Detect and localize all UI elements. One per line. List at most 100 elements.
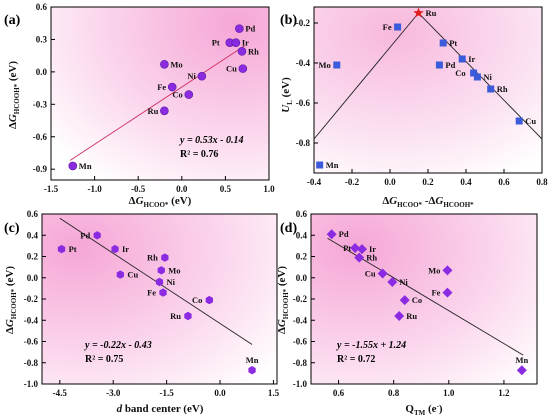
x-tick-label: 0.6 [333, 388, 345, 398]
point-label: Mn [515, 355, 528, 365]
point-label: Mo [170, 59, 182, 69]
y-tick-label: 0.2 [296, 252, 308, 262]
data-point-fe [442, 287, 453, 298]
point-label: Co [172, 90, 182, 100]
point-label: Fe [147, 288, 156, 298]
point-label: Ru [406, 311, 417, 321]
point-label: Pt [69, 244, 77, 254]
data-point-ni [197, 71, 207, 81]
y-tick-label: -0.2 [24, 294, 39, 304]
x-tick-label: -4.5 [53, 388, 68, 398]
panel-a: (a) -0.9 -0.6 -0.3 0.0 0.3 0.6 -1.5 -1.0 -0.5 0.0… [4, 2, 275, 209]
point-label: Rh [366, 253, 377, 263]
y-tick-label: 0.0 [296, 273, 308, 283]
y-tick-label: -0.2 [293, 294, 308, 304]
data-point-mn [316, 161, 324, 169]
point-label: Ni [483, 72, 492, 82]
data-point-pt [350, 243, 361, 253]
point-label: Ir [369, 244, 376, 254]
point-label: Co [455, 68, 465, 78]
y-tick-label: -0.9 [33, 164, 48, 174]
panel-c: (c) -1.0 -0.8 -0.6 -0.4 -0.2 0.0 0.2 0.4 0.6 -4.5… [4, 209, 280, 415]
data-point-mo [333, 61, 341, 69]
panel-a-ylabel: ΔGHCOOH* (eV) [7, 61, 21, 129]
y-tick-label: -0.6 [296, 98, 311, 108]
y-tick-label: -0.6 [293, 337, 308, 347]
data-point-pt [57, 244, 66, 254]
data-point-ir [356, 244, 367, 255]
y-tick-label: -0.2 [296, 18, 311, 28]
data-point-ni [155, 277, 164, 287]
data-point-pd [93, 231, 101, 240]
point-label: Pd [339, 229, 349, 239]
x-tick-label: -1.5 [159, 388, 174, 398]
data-point-mo [157, 266, 165, 275]
panel-a-xlabel: ΔGHCOO* (eV) [129, 195, 192, 209]
data-point-pd [326, 229, 337, 240]
panel-d-label: (d) [280, 221, 297, 236]
panel-d-ylabel: ΔGHCOOH* (eV) [276, 266, 290, 334]
point-label: Pd [445, 60, 455, 70]
point-label: Mn [79, 161, 92, 171]
panel-a-fit-r2: R² = 0.76 [180, 149, 218, 160]
point-label: Pt [449, 38, 457, 48]
data-point-co [205, 295, 213, 305]
x-tick-label: -1.5 [44, 184, 59, 194]
point-label: Co [412, 295, 422, 305]
data-point-co [184, 90, 194, 99]
y-tick-label: 0.6 [36, 2, 48, 12]
data-point-rh [237, 47, 247, 56]
x-tick-label: 0.6 [498, 177, 510, 187]
data-point-pt [439, 39, 447, 47]
point-label: Ni [187, 71, 196, 81]
point-label: Ir [468, 54, 475, 64]
x-tick-label: 0.4 [460, 177, 472, 187]
data-point-pd [235, 24, 244, 33]
data-point-ru [413, 7, 424, 18]
x-tick-label: 0.5 [220, 184, 232, 194]
point-label: Rh [147, 253, 158, 263]
data-point-mn [516, 365, 527, 376]
data-point-mn [68, 161, 78, 171]
point-label: Cu [226, 64, 237, 74]
point-label: Ru [426, 8, 437, 18]
x-tick-label: -0.5 [131, 184, 146, 194]
panel-d-fit-equation: y = -1.55x + 1.24 [336, 340, 406, 351]
data-point-ir [111, 244, 119, 254]
data-point-ir [458, 55, 466, 63]
x-tick-label: -3.0 [106, 388, 121, 398]
x-tick-label: -1.0 [87, 184, 102, 194]
data-point-rh [487, 85, 495, 93]
data-point-ir [231, 38, 241, 47]
point-label: Rh [497, 84, 508, 94]
point-label: Cu [127, 270, 138, 280]
data-point-pd [435, 61, 443, 69]
data-point-ni [387, 277, 398, 287]
y-tick-label: 0.3 [36, 34, 48, 44]
panel-a-fit-equation: y = 0.53x - 0.14 [179, 135, 243, 146]
point-label: Ni [167, 277, 176, 287]
point-label: Co [192, 295, 202, 305]
panel-c-ylabel: ΔGHCOOH* (eV) [4, 266, 18, 334]
x-tick-label: 1.5 [268, 388, 280, 398]
y-tick-label: -0.3 [33, 99, 48, 109]
y-tick-label: 0.4 [27, 230, 39, 240]
data-point-fe [159, 288, 167, 297]
y-tick-label: -1.0 [293, 379, 308, 389]
panel-c-label: (c) [4, 221, 20, 236]
panel-c-fit-r2: R² = 0.75 [85, 354, 123, 365]
point-label: Fe [383, 22, 392, 32]
point-label: Ni [399, 277, 408, 287]
panel-d-xlabel: QTM (e-) [405, 402, 442, 417]
point-label: Pd [80, 230, 90, 240]
point-label: Pt [212, 38, 220, 48]
data-point-mo [442, 265, 453, 276]
panel-b-xlabel: ΔGHCOO* -ΔGHCOOH* [382, 195, 474, 209]
panel-b-label: (b) [280, 13, 297, 28]
y-tick-label: -0.8 [24, 358, 39, 368]
point-label: Mo [319, 60, 331, 70]
data-point-ni [473, 73, 481, 81]
point-label: Mo [428, 265, 440, 275]
y-tick-label: -0.4 [24, 315, 39, 325]
